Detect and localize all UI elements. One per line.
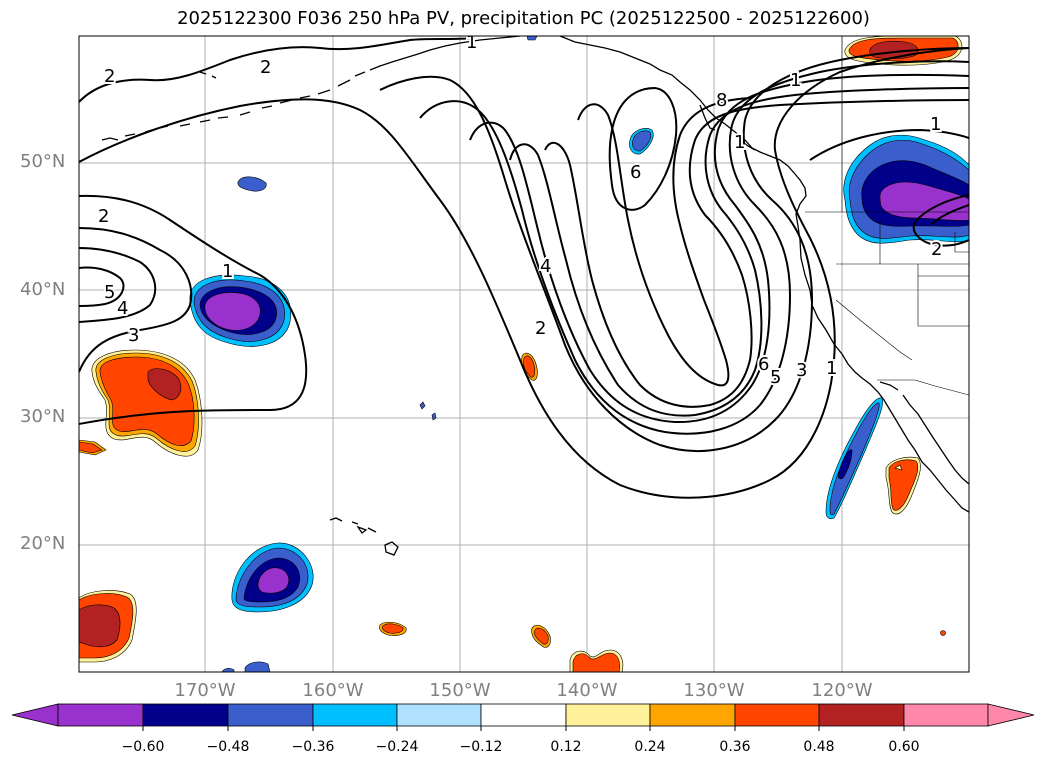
contour-label: 4	[117, 298, 128, 319]
colorbar-tick-label: −0.24	[375, 739, 419, 755]
contour-label: 5	[770, 367, 781, 388]
lat-label-50n: 50°N	[20, 151, 66, 172]
pv-contours	[79, 37, 969, 499]
contour-label: 6	[758, 354, 769, 375]
colorbar-segment	[312, 703, 398, 727]
lon-label-160w: 160°W	[302, 680, 364, 701]
contour-label: 1	[826, 358, 837, 379]
precip-positive-areas	[79, 36, 963, 672]
colorbar-tick-label: 0.36	[719, 739, 751, 755]
political-borders	[805, 36, 969, 396]
lon-label-140w: 140°W	[556, 680, 618, 701]
figure-title: 2025122300 F036 250 hPa PV, precipitatio…	[177, 8, 870, 29]
colorbar-tick-label: −0.48	[206, 739, 250, 755]
colorbar-tick-label: 0.24	[634, 739, 666, 755]
colorbar-extend-high	[987, 703, 1035, 727]
lat-label-20n: 20°N	[20, 533, 66, 554]
contour-label: 6	[630, 162, 641, 183]
contour-label: 2	[535, 318, 546, 339]
colorbar-tick-label: 0.48	[803, 739, 835, 755]
colorbar-segment	[396, 703, 482, 727]
map-frame	[78, 35, 970, 673]
colorbar-segment	[649, 703, 736, 727]
colorbar-tick-label: 0.12	[550, 739, 582, 755]
colorbar-tick-label: −0.12	[459, 739, 503, 755]
contour-label: 4	[540, 256, 551, 277]
colorbar-segment	[818, 703, 905, 727]
contour-label: 8	[716, 90, 727, 111]
contour-label: 2	[931, 239, 942, 260]
contour-label: 1	[222, 261, 233, 282]
contour-label: 1	[734, 132, 745, 153]
contour-label: 5	[104, 282, 115, 303]
colorbar-segment	[903, 703, 989, 727]
colorbar-tick-label: −0.36	[291, 739, 335, 755]
contour-label: 2	[104, 66, 115, 87]
colorbar	[11, 703, 1035, 731]
contour-label: 1	[790, 70, 801, 91]
contour-label: 1	[466, 32, 477, 53]
contour-label: 2	[98, 206, 109, 227]
lon-label-170w: 170°W	[174, 680, 236, 701]
colorbar-tick-label: −0.60	[121, 739, 165, 755]
lon-label-130w: 130°W	[683, 680, 745, 701]
contour-label: 3	[128, 325, 139, 346]
colorbar-segment	[734, 703, 820, 727]
colorbar-segment	[142, 703, 229, 727]
contour-labels: 2 2 1 2 5 4 3 1 4 2 6 8 1 1 2 6 5 3 1 1	[96, 32, 944, 390]
colorbar-segment	[565, 703, 651, 727]
lat-label-40n: 40°N	[20, 279, 66, 300]
contour-label: 1	[930, 114, 941, 135]
lon-label-150w: 150°W	[429, 680, 491, 701]
colorbar-segment	[57, 703, 144, 727]
precip-negative-areas	[189, 36, 969, 672]
colorbar-tick-label: 0.60	[888, 739, 920, 755]
lon-label-120w: 120°W	[811, 680, 873, 701]
contour-label: 3	[796, 360, 807, 381]
colorbar-segment	[227, 703, 314, 727]
colorbar-segment	[480, 703, 567, 727]
colorbar-extend-low	[11, 703, 59, 727]
lat-label-30n: 30°N	[20, 406, 66, 427]
contour-label: 2	[260, 57, 271, 78]
